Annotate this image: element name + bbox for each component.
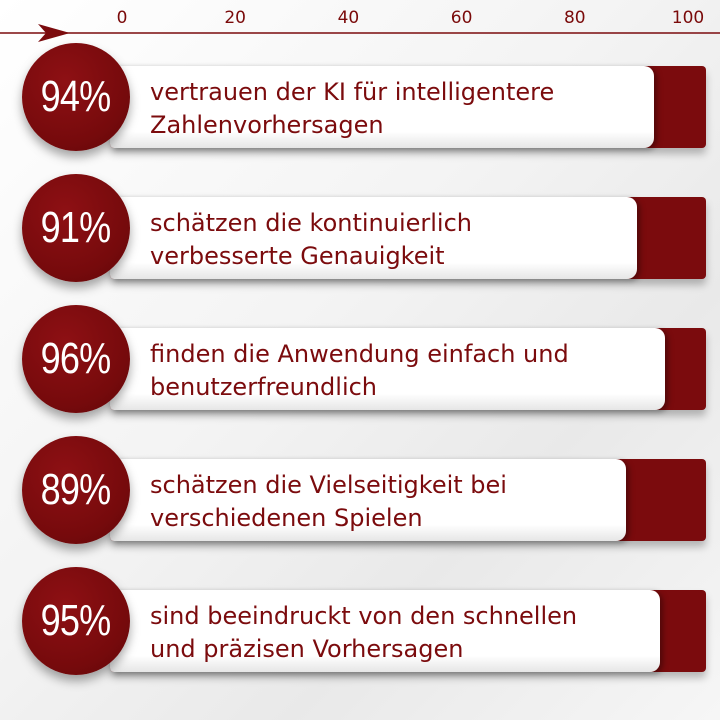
bar-track — [110, 328, 706, 410]
x-tick-label: 100 — [671, 8, 705, 28]
bar-description: sind beeindruckt von den schnellen und p… — [150, 602, 578, 663]
percentage-badge: 95% — [22, 567, 130, 675]
x-axis: 0 20 40 60 80 100 — [0, 0, 720, 50]
bar-row: schätzen die kontinuierlich verbesserte … — [0, 171, 720, 283]
percentage-value: 96% — [41, 334, 112, 383]
bar-row: sind beeindruckt von den schnellen und p… — [0, 564, 720, 676]
bar — [110, 590, 660, 672]
bar-description: vertrauen der KI für intelligentere Zahl… — [150, 78, 555, 139]
bar — [110, 328, 666, 410]
percentage-badge: 96% — [22, 305, 130, 413]
percentage-badge: 89% — [22, 436, 130, 544]
bar-row: schätzen die Vielseitigkeit bei verschie… — [0, 433, 720, 545]
percentage-value: 91% — [41, 203, 112, 252]
x-tick-label: 60 — [450, 8, 473, 28]
percentage-value: 94% — [41, 72, 112, 121]
bar — [110, 459, 626, 541]
bar-description: finden die Anwendung einfach und benutze… — [150, 340, 569, 401]
bar-track — [110, 197, 706, 279]
x-tick-label: 80 — [563, 8, 586, 28]
axis-arrow — [0, 24, 720, 42]
percentage-value: 95% — [41, 596, 112, 645]
percentage-badge: 91% — [22, 174, 130, 282]
bar-track — [110, 590, 706, 672]
bar-description: schätzen die kontinuierlich verbesserte … — [150, 209, 473, 270]
bar — [110, 197, 638, 279]
bar-row: finden die Anwendung einfach und benutze… — [0, 302, 720, 414]
bar — [110, 66, 655, 148]
bar-row: vertrauen der KI für intelligentere Zahl… — [0, 40, 720, 152]
bar-description: schätzen die Vielseitigkeit bei verschie… — [150, 471, 507, 532]
percentage-value: 89% — [41, 465, 112, 514]
x-tick-label: 0 — [116, 8, 128, 28]
bar-track — [110, 459, 706, 541]
x-tick-label: 40 — [337, 8, 360, 28]
bar-track — [110, 66, 706, 148]
percentage-badge: 94% — [22, 43, 130, 151]
x-tick-label: 20 — [224, 8, 247, 28]
